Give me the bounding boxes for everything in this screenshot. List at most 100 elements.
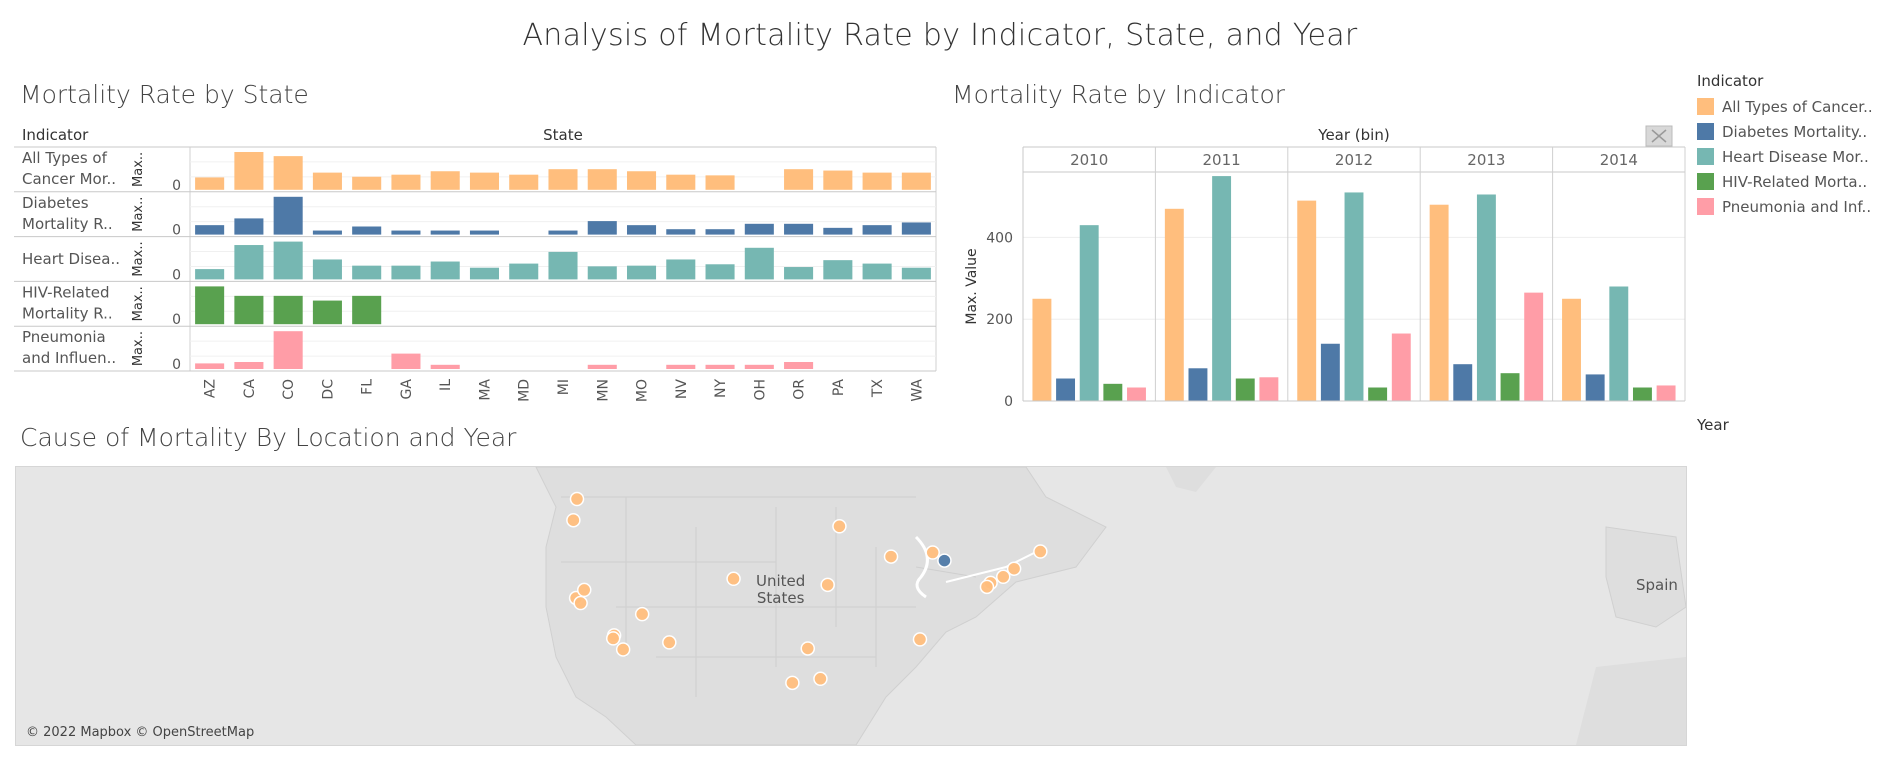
bar[interactable] [705, 264, 735, 280]
map-point[interactable] [813, 671, 828, 687]
bar[interactable] [901, 222, 931, 235]
bar[interactable] [587, 266, 617, 280]
bar[interactable] [273, 156, 303, 190]
bar[interactable] [1235, 378, 1255, 401]
map-point[interactable] [726, 571, 741, 587]
bar[interactable] [862, 225, 892, 235]
map-point[interactable] [979, 579, 995, 595]
bar[interactable] [1188, 368, 1208, 401]
bar[interactable] [705, 229, 735, 235]
bar[interactable] [352, 295, 382, 325]
bar[interactable] [548, 251, 578, 280]
bar[interactable] [430, 364, 460, 369]
bar[interactable] [352, 176, 382, 190]
bar[interactable] [1453, 364, 1473, 401]
bar[interactable] [195, 269, 225, 280]
map-attribution[interactable]: © 2022 Mapbox © OpenStreetMap [26, 725, 255, 740]
bar[interactable] [666, 229, 696, 235]
bar[interactable] [1103, 383, 1123, 401]
bar[interactable] [469, 267, 500, 280]
bar[interactable] [1585, 374, 1605, 401]
map-point[interactable] [925, 545, 940, 560]
bar[interactable] [823, 170, 853, 190]
bar[interactable] [901, 172, 931, 190]
map-point[interactable] [566, 512, 581, 528]
bar[interactable] [1476, 194, 1496, 401]
bar[interactable] [1524, 292, 1544, 401]
bar[interactable] [784, 223, 814, 235]
bar[interactable] [1127, 387, 1146, 401]
bar[interactable] [195, 286, 225, 325]
legend-item[interactable]: HIV-Related Morta.. [1697, 169, 1877, 194]
bar[interactable] [469, 230, 500, 235]
map-point[interactable] [937, 553, 952, 568]
bar[interactable] [391, 174, 421, 190]
bar[interactable] [1297, 200, 1317, 401]
bar[interactable] [1164, 208, 1184, 401]
bar[interactable] [744, 364, 774, 369]
bar[interactable] [195, 225, 225, 235]
legend-item[interactable]: Diabetes Mortality.. [1697, 119, 1877, 144]
bar[interactable] [666, 364, 696, 369]
bar[interactable] [1212, 176, 1232, 401]
bar[interactable] [273, 331, 303, 369]
bar[interactable] [195, 363, 225, 369]
bar[interactable] [430, 261, 460, 280]
bar[interactable] [1259, 377, 1279, 401]
bar[interactable] [1500, 373, 1520, 401]
map-point[interactable] [634, 606, 650, 622]
bar[interactable] [391, 265, 421, 280]
map-point[interactable] [785, 675, 800, 691]
map-point[interactable] [912, 632, 928, 647]
map-point[interactable] [576, 582, 592, 598]
bar[interactable] [823, 227, 853, 235]
bar[interactable] [587, 364, 617, 369]
bar[interactable] [626, 171, 657, 190]
close-icon[interactable] [1651, 129, 1667, 143]
bar[interactable] [901, 267, 931, 280]
bar[interactable] [273, 196, 303, 235]
indicator-legend[interactable]: Indicator All Types of Cancer.. Diabetes … [1697, 72, 1877, 219]
bar[interactable] [1056, 378, 1076, 401]
state-bar-chart[interactable]: Indicator State All Types of Cancer Mor.. Ma… [14, 120, 944, 416]
bar[interactable] [509, 263, 539, 280]
bar[interactable] [862, 172, 892, 190]
bar[interactable] [784, 362, 814, 369]
map-point[interactable] [662, 635, 677, 650]
bar[interactable] [1429, 204, 1449, 401]
bar[interactable] [234, 295, 264, 325]
bar[interactable] [469, 172, 500, 190]
indicator-bar-chart[interactable]: Year (bin) 0 200 400 Max. Value 2010 2011 2012 2… [950, 120, 1690, 410]
map-point[interactable] [996, 569, 1011, 585]
bar[interactable] [705, 364, 735, 369]
map-point[interactable] [832, 519, 847, 534]
map-canvas[interactable] [16, 467, 1686, 745]
bar[interactable] [626, 225, 657, 235]
bar[interactable] [862, 263, 892, 280]
bar[interactable] [1079, 225, 1099, 401]
bar[interactable] [234, 362, 264, 369]
bar[interactable] [312, 300, 342, 325]
bar[interactable] [587, 169, 617, 190]
bar[interactable] [705, 175, 735, 190]
bar[interactable] [548, 230, 578, 235]
bar[interactable] [666, 174, 696, 190]
map-point[interactable] [573, 595, 588, 611]
bar[interactable] [1368, 387, 1388, 401]
bar[interactable] [1632, 387, 1652, 401]
bar[interactable] [352, 265, 382, 280]
legend-item[interactable]: Pneumonia and Inf.. [1697, 194, 1877, 219]
bar[interactable] [784, 267, 814, 280]
map-point[interactable] [569, 491, 585, 507]
bar[interactable] [1344, 192, 1364, 401]
bar[interactable] [273, 295, 303, 325]
bar[interactable] [744, 247, 774, 280]
map-point[interactable] [883, 549, 899, 564]
bar[interactable] [312, 172, 342, 190]
bar[interactable] [234, 245, 264, 280]
bar[interactable] [273, 241, 303, 280]
bar[interactable] [626, 265, 657, 280]
legend-item[interactable]: Heart Disease Mor.. [1697, 144, 1877, 169]
bar[interactable] [548, 169, 578, 190]
bar[interactable] [312, 259, 342, 280]
